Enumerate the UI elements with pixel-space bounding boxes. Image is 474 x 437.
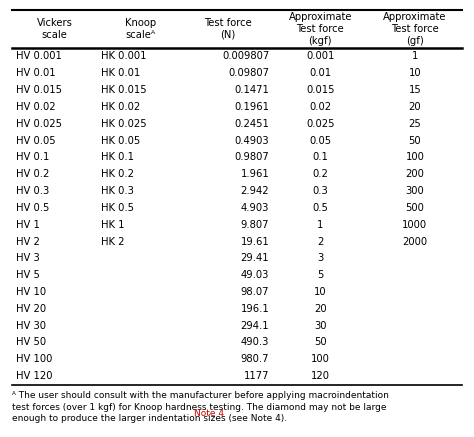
Text: HV 0.025: HV 0.025: [16, 119, 62, 129]
Text: 20: 20: [409, 102, 421, 112]
Text: HK 0.01: HK 0.01: [101, 68, 140, 78]
Text: HK 0.025: HK 0.025: [101, 119, 147, 129]
Text: 0.1471: 0.1471: [234, 85, 269, 95]
Text: 0.05: 0.05: [309, 135, 331, 146]
Text: HV 0.015: HV 0.015: [16, 85, 62, 95]
Text: HK 0.1: HK 0.1: [101, 153, 134, 163]
Text: HK 0.5: HK 0.5: [101, 203, 134, 213]
Text: 2000: 2000: [402, 236, 428, 246]
Text: 300: 300: [405, 186, 424, 196]
Text: HV 0.5: HV 0.5: [16, 203, 49, 213]
Text: 49.03: 49.03: [241, 270, 269, 280]
Text: HV 0.01: HV 0.01: [16, 68, 55, 78]
Text: 120: 120: [311, 371, 330, 381]
Text: 3: 3: [317, 253, 323, 264]
Text: 0.5: 0.5: [312, 203, 328, 213]
Text: Note 4: Note 4: [194, 409, 224, 418]
Text: 0.09807: 0.09807: [228, 68, 269, 78]
Text: Test force
(N): Test force (N): [204, 18, 252, 40]
Text: HV 30: HV 30: [16, 321, 46, 331]
Text: HK 0.015: HK 0.015: [101, 85, 147, 95]
Text: 5: 5: [317, 270, 323, 280]
Text: HV 10: HV 10: [16, 287, 46, 297]
Text: HV 0.1: HV 0.1: [16, 153, 49, 163]
Text: 2: 2: [317, 236, 323, 246]
Text: 0.02: 0.02: [309, 102, 331, 112]
Text: Approximate
Test force
(gf): Approximate Test force (gf): [383, 12, 447, 46]
Text: 0.015: 0.015: [306, 85, 335, 95]
Text: HV 50: HV 50: [16, 337, 46, 347]
Text: 490.3: 490.3: [241, 337, 269, 347]
Text: 19.61: 19.61: [240, 236, 269, 246]
Text: ᴬ The user should consult with the manufacturer before applying macroindentation: ᴬ The user should consult with the manuf…: [12, 391, 389, 423]
Text: 15: 15: [409, 85, 421, 95]
Text: HV 5: HV 5: [16, 270, 39, 280]
Text: 100: 100: [405, 153, 424, 163]
Text: 0.4903: 0.4903: [235, 135, 269, 146]
Text: HV 3: HV 3: [16, 253, 39, 264]
Text: 196.1: 196.1: [240, 304, 269, 314]
Text: 1.961: 1.961: [240, 169, 269, 179]
Text: 25: 25: [409, 119, 421, 129]
Text: 1: 1: [317, 220, 323, 230]
Text: HV 2: HV 2: [16, 236, 39, 246]
Text: Approximate
Test force
(kgf): Approximate Test force (kgf): [289, 12, 352, 46]
Text: 10: 10: [314, 287, 327, 297]
Text: 0.2451: 0.2451: [234, 119, 269, 129]
Text: HK 2: HK 2: [101, 236, 125, 246]
Text: 98.07: 98.07: [241, 287, 269, 297]
Text: 0.009807: 0.009807: [222, 52, 269, 62]
Text: 0.1: 0.1: [312, 153, 328, 163]
Text: 0.1961: 0.1961: [234, 102, 269, 112]
Text: 0.9807: 0.9807: [235, 153, 269, 163]
Text: HV 0.3: HV 0.3: [16, 186, 49, 196]
Text: 4.903: 4.903: [241, 203, 269, 213]
Text: 0.2: 0.2: [312, 169, 328, 179]
Text: 30: 30: [314, 321, 327, 331]
Text: HV 100: HV 100: [16, 354, 52, 364]
Text: 980.7: 980.7: [241, 354, 269, 364]
Text: 0.001: 0.001: [306, 52, 335, 62]
Text: 50: 50: [314, 337, 327, 347]
Text: 2.942: 2.942: [241, 186, 269, 196]
Text: HK 0.001: HK 0.001: [101, 52, 146, 62]
Text: HV 0.05: HV 0.05: [16, 135, 55, 146]
Text: 0.01: 0.01: [309, 68, 331, 78]
Text: 100: 100: [311, 354, 330, 364]
Text: 1: 1: [412, 52, 418, 62]
Text: 9.807: 9.807: [241, 220, 269, 230]
Text: HK 0.05: HK 0.05: [101, 135, 140, 146]
Text: HV 0.2: HV 0.2: [16, 169, 49, 179]
Text: HV 0.001: HV 0.001: [16, 52, 62, 62]
Text: 20: 20: [314, 304, 327, 314]
Text: HK 0.2: HK 0.2: [101, 169, 134, 179]
Text: Vickers
scale: Vickers scale: [36, 18, 73, 40]
Text: HK 1: HK 1: [101, 220, 125, 230]
Text: 500: 500: [405, 203, 424, 213]
Text: 294.1: 294.1: [241, 321, 269, 331]
Text: HK 0.3: HK 0.3: [101, 186, 134, 196]
Text: HV 20: HV 20: [16, 304, 46, 314]
Text: Knoop
scaleᴬ: Knoop scaleᴬ: [125, 18, 156, 40]
Text: 50: 50: [409, 135, 421, 146]
Text: 10: 10: [409, 68, 421, 78]
Text: 200: 200: [405, 169, 424, 179]
Text: HV 120: HV 120: [16, 371, 52, 381]
Text: 0.3: 0.3: [312, 186, 328, 196]
Text: HV 0.02: HV 0.02: [16, 102, 55, 112]
Text: HK 0.02: HK 0.02: [101, 102, 140, 112]
Text: 1177: 1177: [244, 371, 269, 381]
Text: 29.41: 29.41: [241, 253, 269, 264]
Text: 1000: 1000: [402, 220, 428, 230]
Text: HV 1: HV 1: [16, 220, 39, 230]
Text: 0.025: 0.025: [306, 119, 335, 129]
